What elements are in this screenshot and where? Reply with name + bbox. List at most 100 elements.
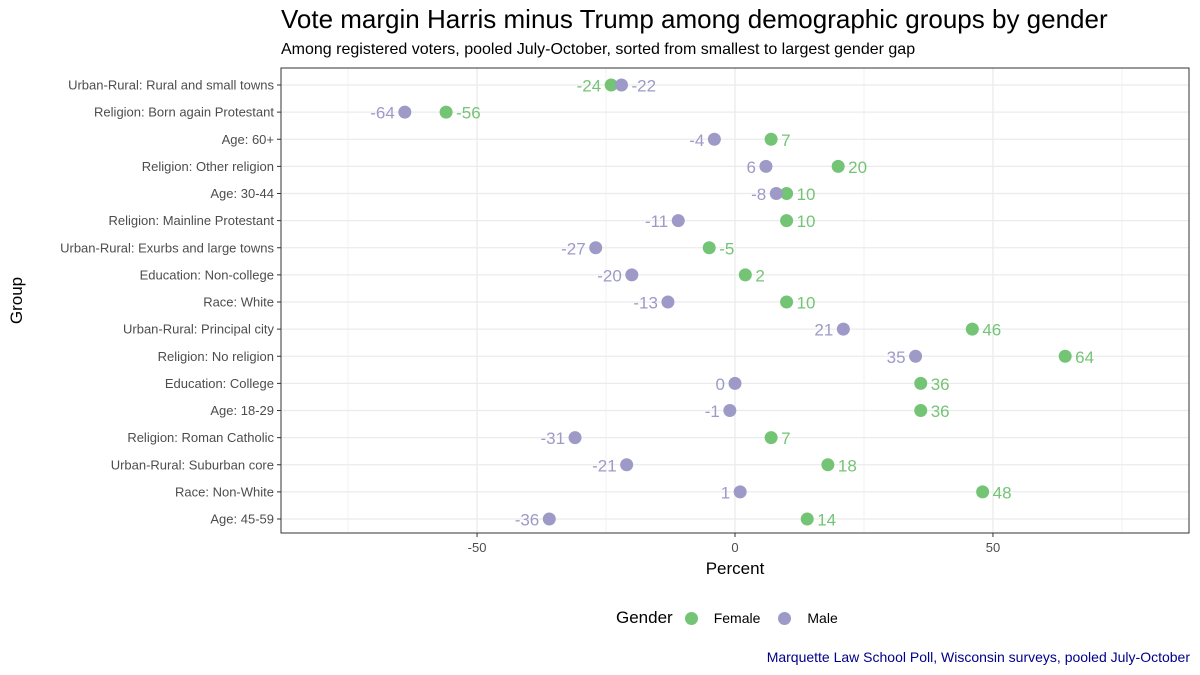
y-tick-label: Urban-Rural: Rural and small towns bbox=[68, 78, 274, 93]
chart-subtitle: Among registered voters, pooled July-Oct… bbox=[281, 41, 916, 58]
y-tick-label: Age: 45-59 bbox=[210, 512, 274, 527]
female-point bbox=[821, 458, 835, 472]
female-point bbox=[780, 295, 794, 309]
male-value-label: 35 bbox=[887, 348, 906, 367]
male-value-label: 0 bbox=[716, 375, 725, 394]
male-value-label: -8 bbox=[751, 185, 766, 204]
legend-key-female: Female bbox=[684, 610, 761, 626]
male-point bbox=[759, 159, 773, 173]
female-point bbox=[780, 187, 794, 200]
male-value-label: -27 bbox=[561, 239, 586, 258]
male-value-label: -22 bbox=[632, 77, 657, 96]
female-point bbox=[764, 132, 778, 146]
female-value-label: 10 bbox=[797, 294, 816, 313]
x-tick-label: 50 bbox=[986, 540, 1000, 555]
female-value-label: 7 bbox=[781, 429, 790, 448]
male-value-label: -21 bbox=[592, 456, 617, 475]
male-point bbox=[769, 187, 783, 200]
female-value-label: -5 bbox=[719, 239, 734, 258]
y-tick-label: Education: College bbox=[165, 376, 274, 391]
legend: Gender Female Male bbox=[616, 608, 856, 628]
male-value-label: -64 bbox=[370, 104, 395, 123]
female-value-label: 10 bbox=[797, 212, 816, 231]
y-tick-label: Urban-Rural: Exurbs and large towns bbox=[60, 240, 274, 255]
male-point bbox=[542, 512, 556, 526]
legend-label-male: Male bbox=[807, 610, 838, 626]
male-point bbox=[589, 241, 603, 255]
y-tick-label: Religion: Mainline Protestant bbox=[109, 213, 275, 228]
male-value-label: -1 bbox=[705, 402, 720, 421]
male-point bbox=[728, 376, 742, 390]
female-value-label: 46 bbox=[982, 321, 1001, 340]
dot-plot: Urban-Rural: Rural and small towns Religi… bbox=[7, 67, 1190, 578]
female-value-label: 2 bbox=[755, 266, 764, 285]
female-dot-icon bbox=[684, 611, 698, 625]
y-tick-label: Religion: Roman Catholic bbox=[127, 430, 274, 445]
chart-caption: Marquette Law School Poll, Wisconsin sur… bbox=[766, 649, 1190, 665]
female-value-label: 48 bbox=[993, 483, 1012, 502]
y-tick-label: Race: White bbox=[203, 295, 274, 310]
y-tick-label: Urban-Rural: Suburban core bbox=[111, 457, 274, 472]
y-tick-labels: Urban-Rural: Rural and small towns Religi… bbox=[60, 78, 281, 527]
data-points: -24 -22-56-647-420610-810-11-5-272-2010-1… bbox=[370, 77, 1094, 530]
female-value-label: 14 bbox=[817, 511, 836, 530]
female-point bbox=[831, 159, 845, 173]
legend-title: Gender bbox=[616, 608, 673, 627]
y-tick-label: Religion: Other religion bbox=[142, 159, 274, 174]
male-dot-icon bbox=[778, 611, 792, 625]
male-point bbox=[661, 295, 675, 309]
female-value-label: -56 bbox=[456, 104, 481, 123]
female-point bbox=[738, 268, 752, 282]
x-axis-title: Percent bbox=[706, 559, 765, 578]
y-tick-label: Urban-Rural: Principal city bbox=[123, 322, 274, 337]
male-point bbox=[620, 458, 634, 472]
female-point bbox=[800, 512, 814, 526]
female-value-label: 18 bbox=[838, 456, 857, 475]
x-tick-label: 0 bbox=[731, 540, 738, 555]
y-axis-title: Group bbox=[7, 277, 26, 324]
male-point bbox=[723, 404, 737, 417]
female-point bbox=[914, 404, 928, 417]
x-tick-labels: -50 0 50 bbox=[468, 533, 1000, 555]
female-point bbox=[965, 322, 979, 336]
female-point bbox=[976, 485, 990, 499]
female-point bbox=[439, 105, 453, 119]
male-value-label: -11 bbox=[645, 212, 668, 231]
female-point bbox=[780, 214, 794, 228]
male-value-label: 21 bbox=[814, 321, 833, 340]
female-point bbox=[604, 78, 618, 92]
legend-label-female: Female bbox=[713, 610, 761, 626]
male-point bbox=[615, 78, 628, 92]
male-point bbox=[671, 214, 685, 228]
female-value-label: 36 bbox=[931, 402, 950, 421]
panel-border bbox=[280, 67, 1190, 534]
male-point bbox=[707, 132, 721, 146]
male-value-label: -4 bbox=[689, 131, 704, 150]
female-value-label: -24 bbox=[577, 77, 602, 96]
female-value-label: 10 bbox=[797, 185, 816, 204]
female-value-label: 64 bbox=[1075, 348, 1094, 367]
female-point bbox=[914, 376, 928, 390]
female-value-label: 36 bbox=[931, 375, 950, 394]
male-value-label: -36 bbox=[515, 511, 540, 530]
female-value-label: 7 bbox=[781, 131, 790, 150]
male-point bbox=[625, 268, 639, 282]
y-tick-label: Age: 30-44 bbox=[210, 186, 274, 201]
female-value-label: 20 bbox=[848, 158, 867, 177]
male-point bbox=[733, 485, 747, 499]
female-point bbox=[1058, 349, 1072, 363]
chart-title: Vote margin Harris minus Trump among dem… bbox=[281, 4, 1108, 34]
male-point bbox=[909, 349, 923, 363]
legend-key-male: Male bbox=[778, 610, 838, 626]
male-value-label: -13 bbox=[633, 294, 658, 313]
male-point bbox=[568, 431, 582, 445]
male-value-label: 1 bbox=[721, 483, 730, 502]
x-tick-label: -50 bbox=[468, 540, 487, 555]
male-point bbox=[398, 105, 412, 119]
y-tick-label: Education: Non-college bbox=[140, 267, 274, 282]
male-point bbox=[836, 322, 850, 336]
y-tick-label: Religion: No religion bbox=[158, 349, 274, 364]
y-tick-label: Race: Non-White bbox=[175, 484, 274, 499]
grid-layer bbox=[281, 68, 1189, 533]
y-tick-label: Age: 60+ bbox=[222, 132, 274, 147]
